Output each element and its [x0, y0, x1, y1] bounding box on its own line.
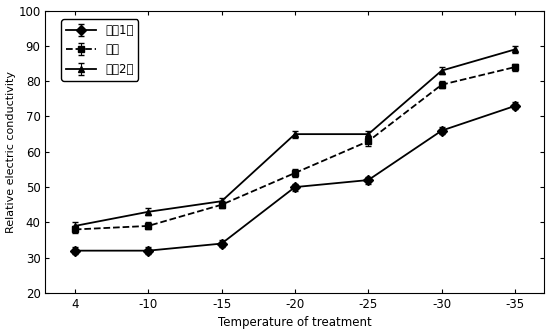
- Legend: 郑寨1号, 贝达, 郑寨2号: 郑寨1号, 贝达, 郑寨2号: [62, 19, 138, 81]
- X-axis label: Temperature of treatment: Temperature of treatment: [218, 317, 372, 329]
- Y-axis label: Relative electric conductivity: Relative electric conductivity: [6, 71, 15, 233]
